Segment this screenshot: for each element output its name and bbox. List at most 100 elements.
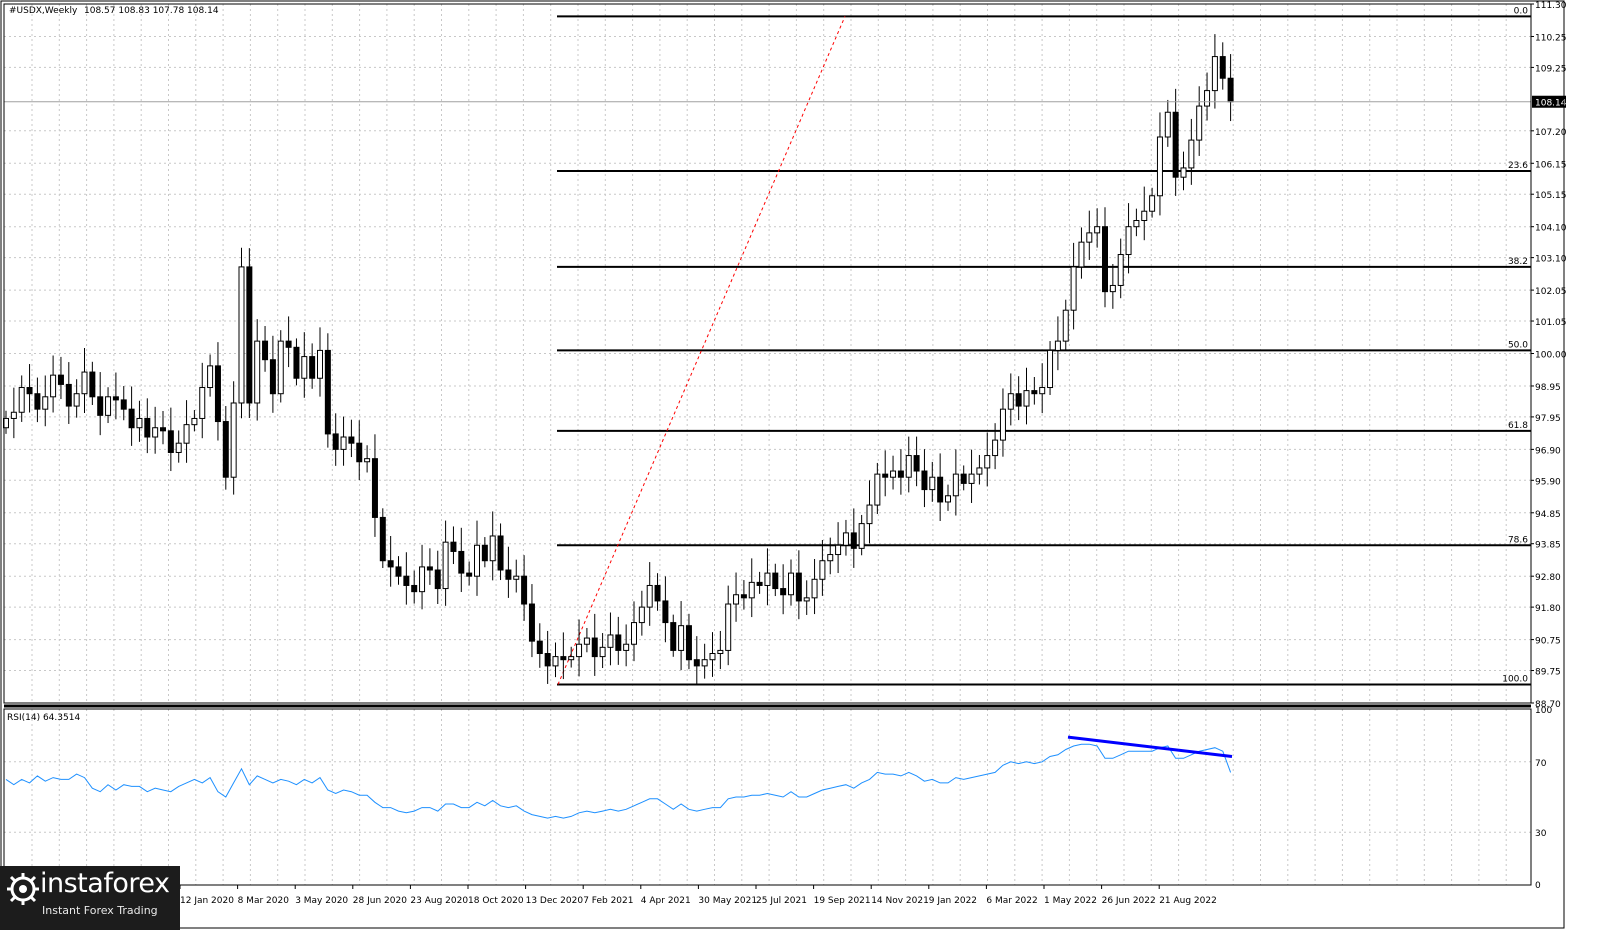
candle-bullish xyxy=(489,535,496,562)
time-tick-label: 21 Aug 2022 xyxy=(1159,896,1217,906)
price-tick-label: 103.10 xyxy=(1535,255,1567,265)
candle-bullish xyxy=(1094,226,1101,234)
candle-bullish xyxy=(238,266,245,404)
candle-bullish xyxy=(230,402,237,478)
candle-bearish xyxy=(34,393,41,410)
candle-bearish xyxy=(395,566,402,577)
price-tick-label: 89.75 xyxy=(1535,668,1561,678)
price-tick-label: 105.15 xyxy=(1535,191,1567,201)
candles xyxy=(3,34,1234,685)
candle-bullish xyxy=(1125,226,1132,256)
candle-bearish xyxy=(921,470,928,491)
time-tick-label: 28 Jun 2020 xyxy=(353,896,407,906)
rsi-pane-border xyxy=(3,708,1532,886)
candle-bearish xyxy=(1172,111,1179,178)
candle-bullish xyxy=(175,442,182,453)
candle-bullish xyxy=(1039,387,1046,395)
candle-bullish xyxy=(905,455,912,478)
time-tick-label: 26 Jun 2022 xyxy=(1102,896,1156,906)
candle-bearish xyxy=(144,417,151,438)
price-tick-label: 92.80 xyxy=(1535,573,1561,583)
candle-bullish xyxy=(136,417,143,429)
candle-bearish xyxy=(387,560,394,568)
candle-bearish xyxy=(214,365,221,423)
price-tick-label: 95.90 xyxy=(1535,477,1561,487)
candle-bullish xyxy=(1196,105,1203,141)
candle-bullish xyxy=(803,597,810,602)
fib-level-label: 0.0 xyxy=(1514,6,1529,16)
candle-bullish xyxy=(73,393,80,407)
candle-bearish xyxy=(65,383,72,407)
candle-bullish xyxy=(568,656,575,661)
candle-bullish xyxy=(1109,284,1116,293)
fib-level-label: 50.0 xyxy=(1508,340,1528,350)
candle-bearish xyxy=(560,656,567,661)
axes: 111.30 110.25 109.25 108.14 107.20 106.15 105.… xyxy=(4,1,1567,906)
candle-bullish xyxy=(513,575,520,580)
fib-level-label: 23.6 xyxy=(1508,161,1528,171)
candle-bearish xyxy=(120,399,127,410)
rsi-indicator xyxy=(5,735,1233,819)
candle-bullish xyxy=(207,365,214,389)
candle-bearish xyxy=(222,421,229,478)
candle-bearish xyxy=(309,356,316,379)
grid xyxy=(4,3,1531,885)
candle-bullish xyxy=(552,656,559,667)
candle-bearish xyxy=(544,653,551,667)
fibonacci-retracement[interactable]: 0.0 23.6 38.2 50.0 61.8 78.6 100.0 xyxy=(557,6,1531,686)
candle-bearish xyxy=(670,622,677,651)
candle-bearish xyxy=(521,575,528,605)
candle-bullish xyxy=(1070,266,1077,311)
candle-bullish xyxy=(1086,232,1093,243)
candle-bearish xyxy=(450,541,457,552)
rsi-header: RSI(14) 64.3514 xyxy=(7,713,80,723)
candle-bearish xyxy=(1015,393,1022,407)
candle-bullish xyxy=(277,340,284,395)
candle-bearish xyxy=(1102,226,1108,293)
candle-bullish xyxy=(952,473,959,497)
candle-bullish xyxy=(1180,167,1187,178)
candle-bullish xyxy=(583,637,590,645)
candle-bearish xyxy=(466,572,473,577)
candle-bullish xyxy=(866,504,873,525)
candle-bullish xyxy=(638,606,645,624)
candle-bearish xyxy=(505,569,512,580)
price-tick-label: 94.85 xyxy=(1535,510,1561,520)
time-tick-label: 3 May 2020 xyxy=(295,896,348,906)
candle-bearish xyxy=(269,359,276,395)
price-tick-label: 102.05 xyxy=(1535,287,1567,297)
rsi-tick-label: 30 xyxy=(1535,829,1547,839)
candle-bearish xyxy=(426,566,433,571)
candle-bearish xyxy=(285,340,292,348)
time-tick-label: 8 Mar 2020 xyxy=(238,896,290,906)
rsi-line xyxy=(5,743,1232,819)
price-tick-label: 97.95 xyxy=(1535,414,1561,424)
time-tick-label: 6 Mar 2022 xyxy=(986,896,1037,906)
candle-bullish xyxy=(835,544,842,556)
fib-level-label: 78.6 xyxy=(1508,535,1528,545)
price-tick-label: 111.30 xyxy=(1535,1,1567,11)
candle-bullish xyxy=(929,476,936,491)
trend-line[interactable] xyxy=(557,16,846,685)
candle-bearish xyxy=(1031,390,1038,395)
candle-bullish xyxy=(1164,111,1171,138)
candle-bullish xyxy=(1047,349,1054,389)
candle-bullish xyxy=(364,458,371,463)
candle-bearish xyxy=(167,430,174,453)
candle-bullish xyxy=(254,340,261,404)
candle-bullish xyxy=(81,371,88,395)
candle-bullish xyxy=(1141,210,1148,222)
candle-bullish xyxy=(764,572,771,586)
candle-bullish xyxy=(317,349,323,379)
candle-bearish xyxy=(403,575,410,586)
candle-bearish xyxy=(780,588,787,596)
time-tick-label: 30 May 2021 xyxy=(698,896,757,906)
candle-bearish xyxy=(246,266,253,404)
candle-bullish xyxy=(1204,90,1211,107)
time-tick-label: 7 Feb 2021 xyxy=(583,896,633,906)
fib-level-label: 38.2 xyxy=(1508,257,1528,267)
time-tick-label: 12 Jan 2020 xyxy=(180,896,234,906)
candle-bullish xyxy=(1188,139,1195,169)
